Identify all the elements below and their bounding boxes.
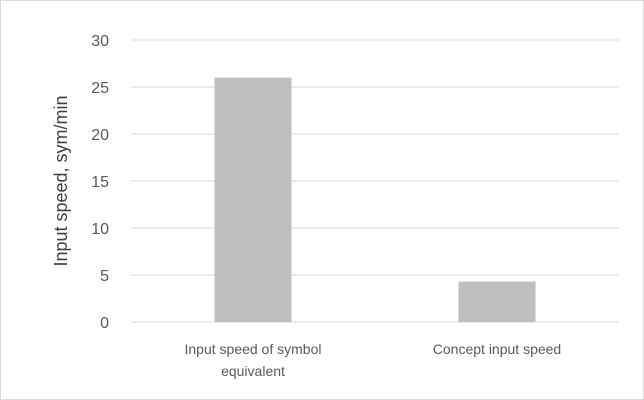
y-tick-label: 15 (91, 174, 109, 191)
y-tick-label: 30 (91, 33, 109, 50)
y-tick-label: 0 (100, 315, 109, 332)
bar-1 (458, 281, 536, 322)
x-category-label: Input speed of symbol (185, 341, 322, 357)
y-tick-label: 25 (91, 80, 109, 97)
x-category-label: equivalent (221, 363, 285, 379)
bars (214, 77, 536, 322)
y-axis-title: Input speed, sym/min (51, 95, 71, 266)
x-axis-categories: Input speed of symbol equivalent Concept i… (185, 341, 562, 379)
y-tick-label: 20 (91, 127, 109, 144)
x-category-label: Concept input speed (433, 341, 561, 357)
gridlines (131, 39, 619, 323)
y-axis-ticks: 0 5 10 15 20 25 30 (91, 33, 109, 332)
y-tick-label: 5 (100, 268, 109, 285)
bar-0 (214, 77, 292, 322)
y-tick-label: 10 (91, 221, 109, 238)
